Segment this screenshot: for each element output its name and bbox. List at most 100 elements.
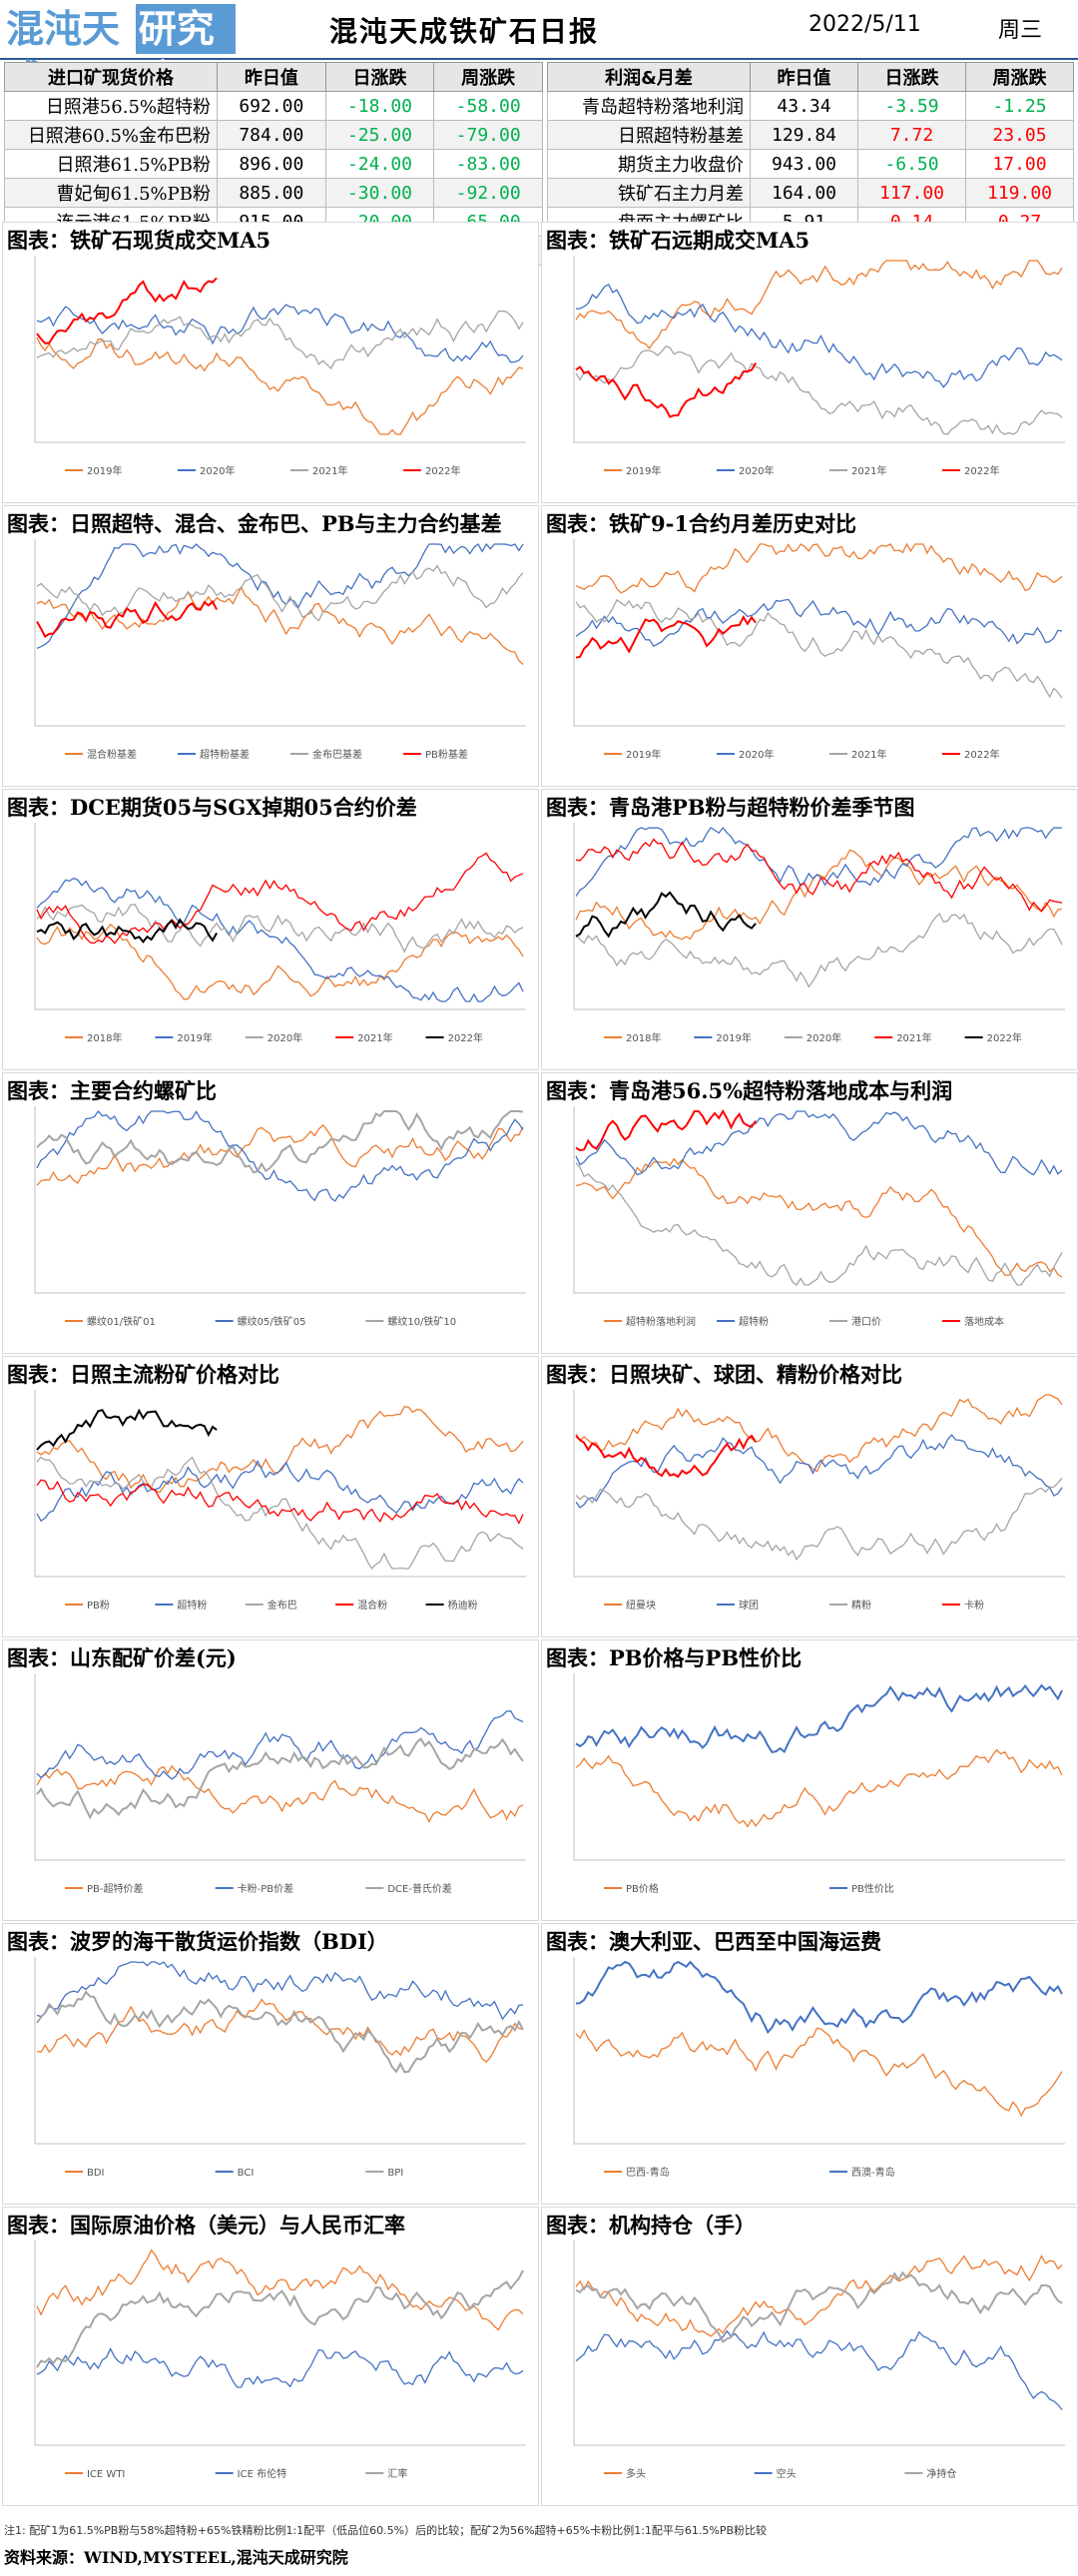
logo-box-text: 研究院 xyxy=(135,4,236,101)
axis-line xyxy=(34,539,526,727)
legend-label: 2019年 xyxy=(177,1031,212,1044)
series-line xyxy=(36,336,524,435)
chart-plot: PB价格 PB性价比 xyxy=(573,1673,1065,1895)
legend-label: 2022年 xyxy=(425,464,460,477)
legend-label: PB-超特价差 xyxy=(87,1882,144,1895)
chart-plot: BDI BCI BPI xyxy=(34,1957,526,2179)
series-line xyxy=(36,1990,524,2074)
row-label: 日照超特粉基差 xyxy=(547,120,751,150)
legend-label: 螺纹05/铁矿05 xyxy=(238,1315,306,1328)
chart-title: 图表：DCE期货05与SGX掉期05合约价差 xyxy=(7,795,417,820)
series-line xyxy=(36,1408,218,1451)
row-value: -83.00 xyxy=(433,149,543,179)
series-line xyxy=(36,852,524,945)
legend-label: 2022年 xyxy=(964,748,999,761)
row-value: 784.00 xyxy=(217,120,326,150)
series-line xyxy=(575,284,1063,388)
chart-title: 图表：机构持仓（手） xyxy=(546,2213,756,2238)
chart-title: 图表：山东配矿价差(元) xyxy=(7,1645,237,1670)
chart-panel: 图表：铁矿石远期成交MA5 2019年 2020年 2021年 2022年 xyxy=(541,222,1078,503)
axis-line xyxy=(573,1957,1065,2145)
row-value: 117.00 xyxy=(857,178,966,208)
legend-label: 2020年 xyxy=(200,464,235,477)
col-header: 周涨跌 xyxy=(965,62,1074,92)
col-header: 昨日值 xyxy=(217,62,326,92)
legend-label: 螺纹10/铁矿10 xyxy=(387,1315,456,1328)
legend-label: 卡粉-PB价差 xyxy=(238,1882,294,1895)
axis-line xyxy=(34,256,526,443)
chart-title: 图表：铁矿9-1合约月差历史对比 xyxy=(546,511,856,536)
col-header: 日涨跌 xyxy=(324,62,435,92)
table-row: 青岛超特粉落地利润 43.34 -3.59 -1.25 xyxy=(547,91,1074,121)
table-row: 日照超特粉基差 129.84 7.72 23.05 xyxy=(547,120,1074,150)
series-line xyxy=(575,598,1063,648)
chart-panel: 图表：日照块矿、球团、精粉价格对比 纽曼块 球团 精粉 卡粉 xyxy=(541,1356,1078,1637)
legend-label: 2019年 xyxy=(716,1031,751,1044)
series-line xyxy=(575,260,1063,349)
row-value: -58.00 xyxy=(433,91,543,121)
legend-label: PB粉基差 xyxy=(425,748,468,761)
legend-label: 混合粉基差 xyxy=(87,748,137,761)
chart-plot: 多头 空头 净持仓 xyxy=(573,2241,1065,2480)
row-value: -6.50 xyxy=(857,149,966,179)
axis-line xyxy=(573,256,1065,443)
col-header: 周涨跌 xyxy=(433,62,543,92)
legend-label: 混合粉 xyxy=(357,1599,387,1611)
series-line xyxy=(36,1123,524,1186)
table-row: 曹妃甸61.5%PB粉 885.00 -30.00 -92.00 xyxy=(4,178,543,208)
axis-line xyxy=(34,1106,526,1294)
legend-label: 港口价 xyxy=(851,1316,881,1328)
row-value: -3.59 xyxy=(857,91,966,121)
chart-title: 图表：波罗的海干散货运价指数（BDI） xyxy=(7,1929,388,1954)
row-label: 铁矿石主力月差 xyxy=(547,178,751,208)
chart-plot: ICE WTI ICE 布伦特 汇率 xyxy=(34,2241,526,2480)
legend-label: BDI xyxy=(87,2168,105,2179)
axis-line xyxy=(573,1390,1065,1578)
legend-label: 落地成本 xyxy=(964,1315,1004,1328)
col-header: 昨日值 xyxy=(750,62,858,92)
col-header: 利润&月差 xyxy=(547,62,751,92)
legend-label: 纽曼块 xyxy=(626,1599,656,1611)
chart-title: 图表：日照超特、混合、金布巴、PB与主力合约基差 xyxy=(7,511,502,536)
series-line xyxy=(36,542,524,649)
chart-title: 图表：PB价格与PB性价比 xyxy=(546,1645,803,1670)
legend-label: 2019年 xyxy=(87,464,122,477)
series-line xyxy=(575,615,757,659)
legend-label: PB价格 xyxy=(626,1882,659,1895)
chart-plot: 2019年 2020年 2021年 2022年 xyxy=(34,256,526,477)
legend-label: PB粉 xyxy=(87,1599,110,1611)
row-label: 日照港56.5%超特粉 xyxy=(4,91,218,121)
series-line xyxy=(36,918,218,944)
chart-plot: 2018年 2019年 2020年 2021年 2022年 xyxy=(34,823,526,1044)
legend-label: 金布巴基差 xyxy=(312,748,362,761)
axis-line xyxy=(34,1673,526,1861)
legend-label: 金布巴 xyxy=(268,1599,297,1611)
chart-title: 图表：青岛港56.5%超特粉落地成本与利润 xyxy=(546,1078,953,1103)
legend-label: PB性价比 xyxy=(851,1882,894,1895)
legend-label: 2020年 xyxy=(739,748,774,761)
chart-plot: 超特粉落地利润 超特粉 港口价 落地成本 xyxy=(573,1106,1065,1328)
chart-panel: 图表：机构持仓（手） 多头 空头 净持仓 xyxy=(541,2207,1078,2506)
legend-label: 超特粉 xyxy=(739,1315,769,1328)
row-value: -18.00 xyxy=(324,91,435,121)
row-value: 164.00 xyxy=(750,178,858,208)
series-line xyxy=(575,1683,1063,1754)
chart-plot: 混合粉基差 超特粉基差 金布巴基差 PB粉基差 xyxy=(34,539,526,761)
legend-label: 超特粉 xyxy=(177,1599,207,1611)
series-line xyxy=(36,1405,524,1494)
table-row: 日照港56.5%超特粉 692.00 -18.00 -58.00 xyxy=(4,91,543,121)
legend-label: 巴西-青岛 xyxy=(626,2166,670,2179)
chart-plot: 螺纹01/铁矿01 螺纹05/铁矿05 螺纹10/铁矿10 xyxy=(34,1106,526,1328)
chart-panel: 图表：山东配矿价差(元) PB-超特价差 卡粉-PB价差 DCE-普氏价差 xyxy=(2,1639,539,1921)
legend-label: 卡粉 xyxy=(964,1599,984,1611)
legend-label: 精粉 xyxy=(851,1599,871,1611)
axis-line xyxy=(573,1106,1065,1294)
legend-label: 2018年 xyxy=(626,1031,661,1044)
row-value: 943.00 xyxy=(750,149,858,179)
series-line xyxy=(36,1710,524,1780)
series-line xyxy=(575,1433,1063,1509)
chart-panel: 图表：PB价格与PB性价比 PB价格 PB性价比 xyxy=(541,1639,1078,1921)
row-value: 692.00 xyxy=(217,91,326,121)
col-header: 日涨跌 xyxy=(857,62,966,92)
series-line xyxy=(36,1110,524,1174)
